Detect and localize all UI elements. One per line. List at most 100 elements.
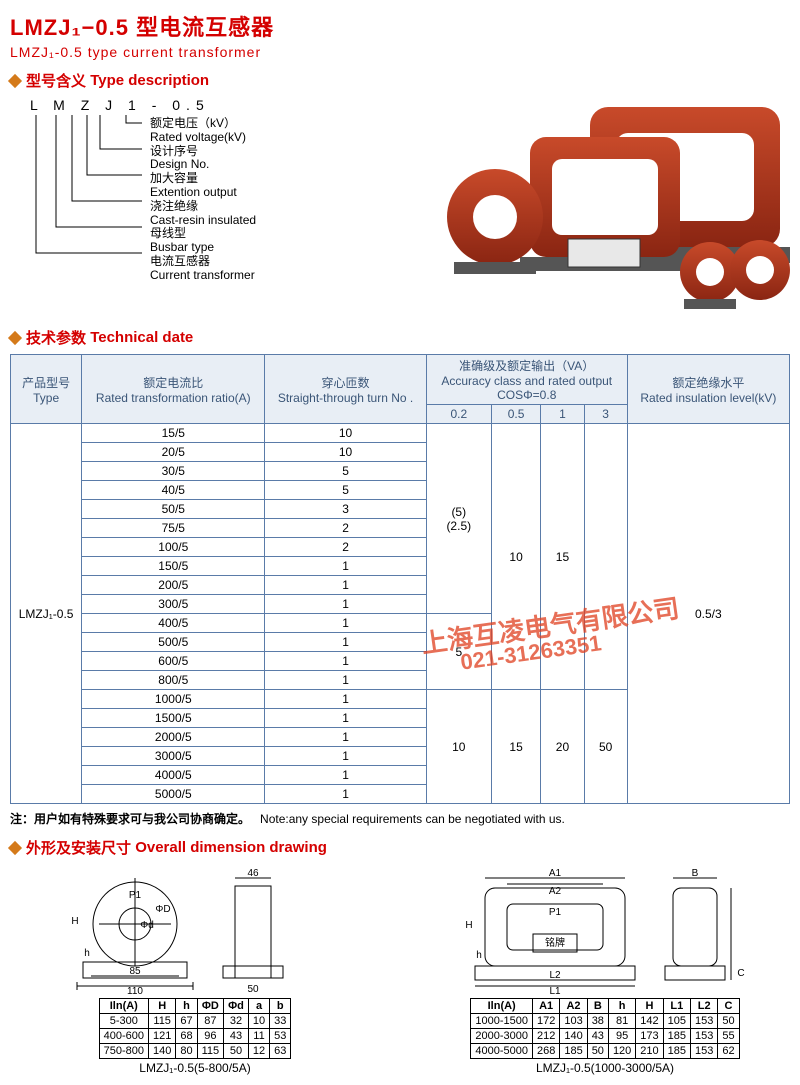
td3-zh: 浇注绝缘 <box>150 200 256 214</box>
table-cell: 5000/5 <box>82 785 265 804</box>
d2-C: C <box>737 968 744 979</box>
d1-h: h <box>84 948 90 959</box>
dim-header: h <box>176 999 197 1014</box>
dim-cell: 32 <box>224 1014 249 1029</box>
dim-cell: 43 <box>224 1029 249 1044</box>
dim-cell: 140 <box>148 1044 175 1059</box>
td1-zh: 设计序号 <box>150 145 256 159</box>
dim-cell: 153 <box>691 1029 718 1044</box>
dim-cell: 53 <box>270 1029 291 1044</box>
table-cell: 2000/5 <box>82 728 265 747</box>
technical-table: 产品型号 Type 额定电流比 Rated transformation rat… <box>10 354 790 804</box>
td2-zh: 加大容量 <box>150 172 256 186</box>
d2-P1: P1 <box>549 907 562 918</box>
product-photo <box>440 97 790 317</box>
table-cell: 1 <box>265 557 426 576</box>
dim-cell: 50 <box>587 1044 608 1059</box>
bracket-lines-icon <box>30 115 150 285</box>
dim-cell: 210 <box>636 1044 663 1059</box>
table-cell: LMZJ₁-0.5 <box>11 424 82 804</box>
dim-cell: 11 <box>248 1029 269 1044</box>
note-line: 注：用户如有特殊要求可与我公司协商确定。 Note:any special re… <box>10 810 790 827</box>
table-cell: 600/5 <box>82 652 265 671</box>
table-cell: 20 <box>541 690 584 804</box>
td0-zh: 额定电压（kV） <box>150 117 256 131</box>
table-cell: 150/5 <box>82 557 265 576</box>
dim-cell: 38 <box>587 1014 608 1029</box>
table-cell: 15 <box>491 690 541 804</box>
table-cell: 3 <box>265 500 426 519</box>
table-cell: 5 <box>265 481 426 500</box>
table-cell: 1 <box>265 785 426 804</box>
hdr-acc-formula: COSΦ=0.8 <box>431 388 623 402</box>
dim-header: L2 <box>691 999 718 1014</box>
note-zh: 注：用户如有特殊要求可与我公司协商确定。 <box>10 812 250 826</box>
page-title-zh: LMZJ₁−0.5 型电流互感器 <box>10 10 790 42</box>
dim-cell: 103 <box>560 1014 587 1029</box>
hdr-ins-zh: 额定绝缘水平 <box>632 374 785 391</box>
table-cell: 300/5 <box>82 595 265 614</box>
hdr-ins-en: Rated insulation level(kV) <box>632 391 785 405</box>
table-cell: 10 <box>426 690 491 804</box>
dim-cell: 140 <box>560 1029 587 1044</box>
td5-en: Current transformer <box>150 269 256 283</box>
dim-header: a <box>248 999 269 1014</box>
dim-header: A2 <box>560 999 587 1014</box>
dim-cell: 10 <box>248 1014 269 1029</box>
section-dims: 外形及安装尺寸 Overall dimension drawing <box>10 837 790 858</box>
acc-col-0: 0.2 <box>426 405 491 424</box>
dim-header: C <box>718 999 739 1014</box>
d1-P1: P1 <box>129 890 142 901</box>
table-cell: 1000/5 <box>82 690 265 709</box>
dim-cell: 67 <box>176 1014 197 1029</box>
table-cell: 2 <box>265 538 426 557</box>
d1-w1: 85 <box>129 966 141 977</box>
hdr-type-en: Type <box>15 391 77 405</box>
table-cell: 1500/5 <box>82 709 265 728</box>
dim-cell: 33 <box>270 1014 291 1029</box>
hdr-type-zh: 产品型号 <box>15 374 77 391</box>
type-desc-en: Type description <box>90 72 209 89</box>
dim-cell: 105 <box>663 1014 690 1029</box>
dim-cell: 95 <box>608 1029 635 1044</box>
dim2-caption: LMZJ₁-0.5(1000-3000/5A) <box>536 1061 674 1075</box>
dim-cell: 50 <box>718 1014 739 1029</box>
d2-h: h <box>476 950 482 961</box>
acc-col-3: 3 <box>584 405 627 424</box>
table-cell: 4000/5 <box>82 766 265 785</box>
dim-cell: 96 <box>197 1029 224 1044</box>
d2-B: B <box>692 868 699 879</box>
td0-en: Rated voltage(kV) <box>150 131 256 145</box>
table-cell: 30/5 <box>82 462 265 481</box>
dim-cell: 50 <box>224 1044 249 1059</box>
d1-phiD: ΦD <box>155 904 170 915</box>
dim-cell: 185 <box>663 1029 690 1044</box>
table-cell: 1 <box>265 766 426 785</box>
table-cell: 10 <box>265 424 426 443</box>
section-type-desc: 型号含义 Type description <box>10 70 790 91</box>
dim-cell: 80 <box>176 1044 197 1059</box>
acc-col-1: 0.5 <box>491 405 541 424</box>
d1-phid: Φd <box>140 920 154 931</box>
dim-cell: 185 <box>663 1044 690 1059</box>
table-cell: 5 <box>426 614 491 690</box>
hdr-ratio-en: Rated transformation ratio(A) <box>86 391 260 405</box>
dim-cell: 12 <box>248 1044 269 1059</box>
table-cell: 1 <box>265 614 426 633</box>
table-cell: 1 <box>265 633 426 652</box>
hdr-ratio-zh: 额定电流比 <box>86 374 260 391</box>
dim-cell: 87 <box>197 1014 224 1029</box>
dim-header: A1 <box>532 999 559 1014</box>
table-cell <box>584 424 627 690</box>
dim-block-2: A1 A2 P1 铭牌 L2 L1 H h B C Iln(A)A1A2BhHL… <box>420 864 790 1075</box>
table-cell: 1 <box>265 671 426 690</box>
d2-H: H <box>465 920 472 931</box>
dim-cell: 120 <box>608 1044 635 1059</box>
table-cell: 400/5 <box>82 614 265 633</box>
dim-cell: 68 <box>176 1029 197 1044</box>
dim-cell: 268 <box>532 1044 559 1059</box>
dim-cell: 1000-1500 <box>471 1014 533 1029</box>
dim-header: B <box>587 999 608 1014</box>
td4-zh: 母线型 <box>150 227 256 241</box>
dim-header: ΦD <box>197 999 224 1014</box>
